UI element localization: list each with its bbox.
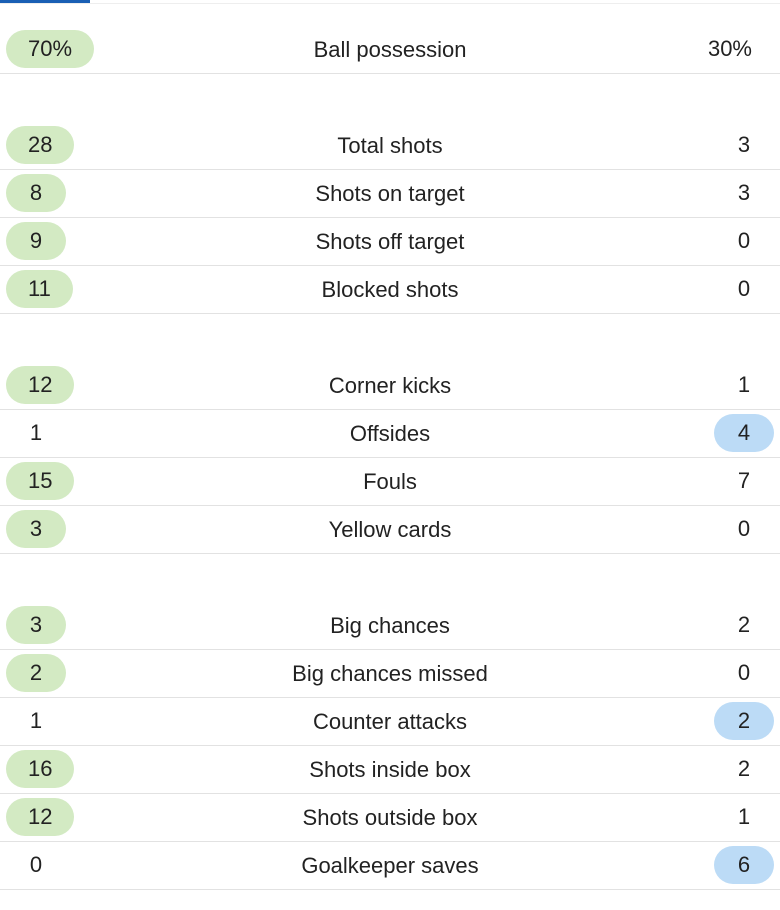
stat-row: 16 Shots inside box 2 bbox=[0, 746, 780, 794]
away-value: 0 bbox=[737, 276, 751, 301]
stat-row: 11 Blocked shots 0 bbox=[0, 266, 780, 314]
stat-label: Big chances bbox=[330, 613, 450, 638]
divider bbox=[0, 3, 780, 4]
home-value: 12 bbox=[6, 366, 75, 404]
stat-label: Counter attacks bbox=[312, 709, 468, 734]
stat-label: Offsides bbox=[349, 421, 431, 446]
away-value: 0 bbox=[737, 660, 751, 685]
home-value: 1 bbox=[29, 420, 43, 445]
away-value: 7 bbox=[737, 468, 751, 493]
home-value: 3 bbox=[6, 606, 66, 644]
home-value: 9 bbox=[6, 222, 66, 260]
stat-row: 70% Ball possession 30% bbox=[0, 26, 780, 74]
stat-group: 12 Corner kicks 1 1 Offsides 4 15 Fouls 7 3 Yellow… bbox=[0, 362, 780, 554]
away-value: 0 bbox=[737, 228, 751, 253]
home-value: 12 bbox=[6, 798, 75, 836]
home-value: 16 bbox=[6, 750, 75, 788]
stat-label: Shots off target bbox=[315, 229, 465, 254]
home-value: 70% bbox=[6, 30, 95, 68]
home-value: 2 bbox=[6, 654, 66, 692]
stat-row: 28 Total shots 3 bbox=[0, 122, 780, 170]
home-value: 28 bbox=[6, 126, 75, 164]
stat-label: Total shots bbox=[337, 133, 443, 158]
home-value: 1 bbox=[29, 708, 43, 733]
home-value: 0 bbox=[29, 852, 43, 877]
stat-group: 28 Total shots 3 8 Shots on target 3 9 Shots of… bbox=[0, 122, 780, 314]
stat-label: Shots on target bbox=[315, 181, 465, 206]
tab-indicator bbox=[0, 0, 90, 3]
stat-label: Fouls bbox=[363, 469, 417, 494]
stat-label: Shots outside box bbox=[302, 805, 478, 830]
away-value: 0 bbox=[737, 516, 751, 541]
home-value: 3 bbox=[6, 510, 66, 548]
home-value: 15 bbox=[6, 462, 75, 500]
stat-row: 12 Shots outside box 1 bbox=[0, 794, 780, 842]
stat-label: Corner kicks bbox=[328, 373, 452, 398]
stat-row: 1 Counter attacks 2 bbox=[0, 698, 780, 746]
stat-row: 0 Goalkeeper saves 6 bbox=[0, 842, 780, 890]
stat-row: 8 Shots on target 3 bbox=[0, 170, 780, 218]
stat-row: 3 Big chances 2 bbox=[0, 602, 780, 650]
stat-row: 9 Shots off target 0 bbox=[0, 218, 780, 266]
stat-label: Shots inside box bbox=[309, 757, 471, 782]
stat-row: 1 Offsides 4 bbox=[0, 410, 780, 458]
stat-label: Ball possession bbox=[313, 37, 467, 62]
away-value: 1 bbox=[737, 804, 751, 829]
away-value: 30% bbox=[707, 36, 752, 61]
stat-label: Goalkeeper saves bbox=[301, 853, 479, 878]
stat-row: 15 Fouls 7 bbox=[0, 458, 780, 506]
stat-label: Big chances missed bbox=[292, 661, 488, 686]
stat-row: 12 Corner kicks 1 bbox=[0, 362, 780, 410]
away-value: 4 bbox=[714, 414, 774, 452]
stats-list: 70% Ball possession 30% 28 Total shots 3 8 Shot… bbox=[0, 26, 780, 890]
home-value: 11 bbox=[6, 270, 73, 308]
away-value: 1 bbox=[737, 372, 751, 397]
away-value: 2 bbox=[737, 756, 751, 781]
home-value: 8 bbox=[6, 174, 66, 212]
away-value: 3 bbox=[737, 180, 751, 205]
stat-group: 70% Ball possession 30% bbox=[0, 26, 780, 74]
stat-row: 3 Yellow cards 0 bbox=[0, 506, 780, 554]
away-value: 3 bbox=[737, 132, 751, 157]
stat-label: Blocked shots bbox=[321, 277, 459, 302]
stat-row: 2 Big chances missed 0 bbox=[0, 650, 780, 698]
away-value: 6 bbox=[714, 846, 774, 884]
away-value: 2 bbox=[714, 702, 774, 740]
away-value: 2 bbox=[737, 612, 751, 637]
stat-label: Yellow cards bbox=[328, 517, 452, 542]
stat-group: 3 Big chances 2 2 Big chances missed 0 1 Counte… bbox=[0, 602, 780, 890]
